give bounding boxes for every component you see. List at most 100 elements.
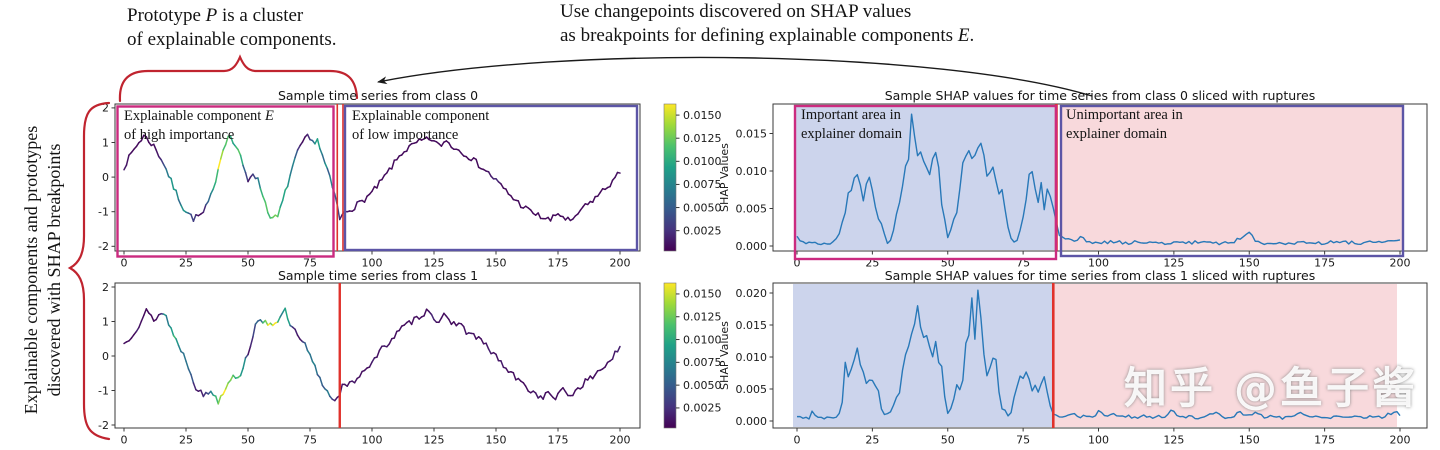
x-tick-label: 0	[794, 434, 801, 447]
colorbar-tick-label: 0.0100	[683, 333, 722, 346]
x-tick-label: 200	[1390, 434, 1411, 447]
side-axis-label: Explainable components and prototypes di…	[21, 125, 64, 415]
x-tick-label: 100	[1088, 434, 1109, 447]
shap-line	[796, 113, 1401, 246]
x-tick-label: 50	[941, 434, 955, 447]
colorbar-tick-label: 0.0075	[683, 178, 722, 191]
y-tick-label: 0.015	[736, 319, 768, 332]
x-tick-label: 0	[121, 257, 128, 270]
colorbar-tick-label: 0.0100	[683, 155, 722, 168]
x-tick-label: 75	[303, 257, 317, 270]
unimportant-area-label: Unimportant area in explainer domain	[1066, 107, 1183, 142]
x-tick-label: 100	[1088, 257, 1109, 270]
prototype-note-text: Prototype	[127, 5, 206, 26]
x-tick-label: 50	[241, 434, 255, 447]
plot-title-ts-class0: Sample time series from class 0	[277, 88, 479, 103]
annotation-arrow	[377, 56, 1093, 97]
plot-timeseries-class1: 0 25 50 75 100 125 150 175 200 2 1 0 -1 -2	[98, 281, 641, 447]
x-tick-label: 25	[865, 434, 879, 447]
colored-series-line	[123, 307, 621, 405]
changepoints-var: E	[957, 25, 970, 46]
axes-frame	[772, 103, 1428, 252]
x-tick-label: 175	[548, 257, 569, 270]
important-area-box	[793, 104, 1058, 261]
y-tick-label: 0.005	[736, 202, 768, 215]
unimportant-area-box	[1059, 104, 1405, 258]
y-tick-label: 1	[102, 136, 109, 149]
x-tick-label: 100	[362, 257, 383, 270]
x-tick-label: 150	[486, 257, 507, 270]
y-tick-label: 0.010	[736, 165, 768, 178]
plot-timeseries-class0: 0 25 50 75 100 125 150 175 200 2 1 0 -1 -2	[98, 102, 641, 270]
colorbar-axis-label: SHAP Values	[718, 143, 731, 212]
y-tick-label: 0.000	[736, 415, 768, 428]
colorbar-tick-label: 0.0050	[683, 201, 722, 214]
x-tick-label: 150	[1239, 257, 1260, 270]
prototype-var: P	[205, 5, 218, 26]
colored-series-line	[123, 133, 621, 223]
x-tick-label: 175	[1314, 434, 1335, 447]
colorbar-tick-label: 0.0025	[683, 402, 722, 415]
axes-frame	[772, 282, 1428, 429]
x-tick-label: 125	[1163, 257, 1184, 270]
x-tick-label: 175	[1314, 257, 1335, 270]
x-tick-label: 175	[548, 434, 569, 447]
x-tick-label: 0	[794, 257, 801, 270]
high-importance-box	[116, 105, 335, 258]
x-tick-label: 75	[1016, 434, 1030, 447]
plot-title-ts-class1: Sample time series from class 1	[277, 268, 479, 283]
y-tick-label: 0.010	[736, 351, 768, 364]
colorbar-tick-label: 0.0150	[683, 109, 722, 122]
x-tick-label: 125	[424, 434, 445, 447]
x-tick-label: 150	[486, 434, 507, 447]
colorbar-tick-label: 0.0150	[683, 288, 722, 301]
x-tick-label: 0	[121, 434, 128, 447]
x-tick-label: 150	[1239, 434, 1260, 447]
y-tick-label: 2	[102, 102, 109, 115]
colorbar-top: 0.0025 0.0050 0.0075 0.0100 0.0125 0.0150 SHAP…	[663, 103, 731, 252]
unimportant-region-fill	[1061, 105, 1403, 250]
shap-line	[796, 289, 1401, 420]
y-tick-label: 2	[102, 281, 109, 294]
colorbar-tick-label: 0.0075	[683, 356, 722, 369]
y-tick-label: 0.020	[736, 287, 768, 300]
plot-shap-class0: 0 25 50 75 100 125 150 175 2000.0150.0100.0050.0…	[736, 103, 1428, 270]
prototype-note: Prototype P is a cluster of explainable …	[127, 5, 337, 50]
top-curly-brace	[118, 54, 359, 103]
colorbar-tick-label: 0.0125	[683, 311, 722, 324]
x-tick-label: 200	[610, 434, 631, 447]
colorbar-tick-label: 0.0050	[683, 379, 722, 392]
side-curly-brace	[67, 101, 111, 441]
changepoints-note: Use changepoints discovered on SHAP valu…	[560, 1, 975, 46]
low-importance-label: Explainable component of low importance	[352, 108, 490, 143]
low-importance-box	[343, 104, 639, 252]
plot-title-shap-class1: Sample SHAP values for time series from …	[884, 268, 1316, 283]
plot-title-shap-class0: Sample SHAP values for time series from …	[884, 88, 1316, 103]
y-tick-label: -2	[98, 240, 109, 253]
y-tick-label: 0.015	[736, 127, 768, 140]
important-region-fill	[793, 284, 1054, 427]
y-tick-label: -1	[98, 384, 109, 397]
y-tick-label: -1	[98, 206, 109, 219]
watermark: 知乎 @鱼子酱	[1124, 364, 1418, 414]
important-region-fill	[795, 105, 1056, 250]
x-tick-label: 25	[179, 257, 193, 270]
unimportant-region-fill	[1054, 284, 1397, 427]
x-tick-label: 100	[362, 434, 383, 447]
high-importance-label: Explainable component E of high importan…	[124, 108, 274, 143]
colorbar-tick-label: 0.0025	[683, 224, 722, 237]
x-tick-label: 50	[241, 257, 255, 270]
colorbar-bar	[663, 103, 677, 252]
plot-shap-class1: 0 25 50 75 100 125 150 175 200 0.020 0.015 0.010 0.0…	[736, 282, 1428, 447]
y-tick-label: 0	[102, 171, 109, 184]
x-tick-label: 200	[1390, 257, 1411, 270]
colorbar-bottom: 0.0025 0.0050 0.0075 0.0100 0.0125 0.0150 SHAP…	[663, 282, 731, 429]
x-tick-label: 75	[303, 434, 317, 447]
x-tick-label: 200	[610, 257, 631, 270]
y-tick-label: 0	[102, 350, 109, 363]
colorbar-bar	[663, 282, 677, 429]
colorbar-axis-label: SHAP Values	[718, 321, 731, 390]
y-tick-label: 0.000	[736, 240, 768, 253]
